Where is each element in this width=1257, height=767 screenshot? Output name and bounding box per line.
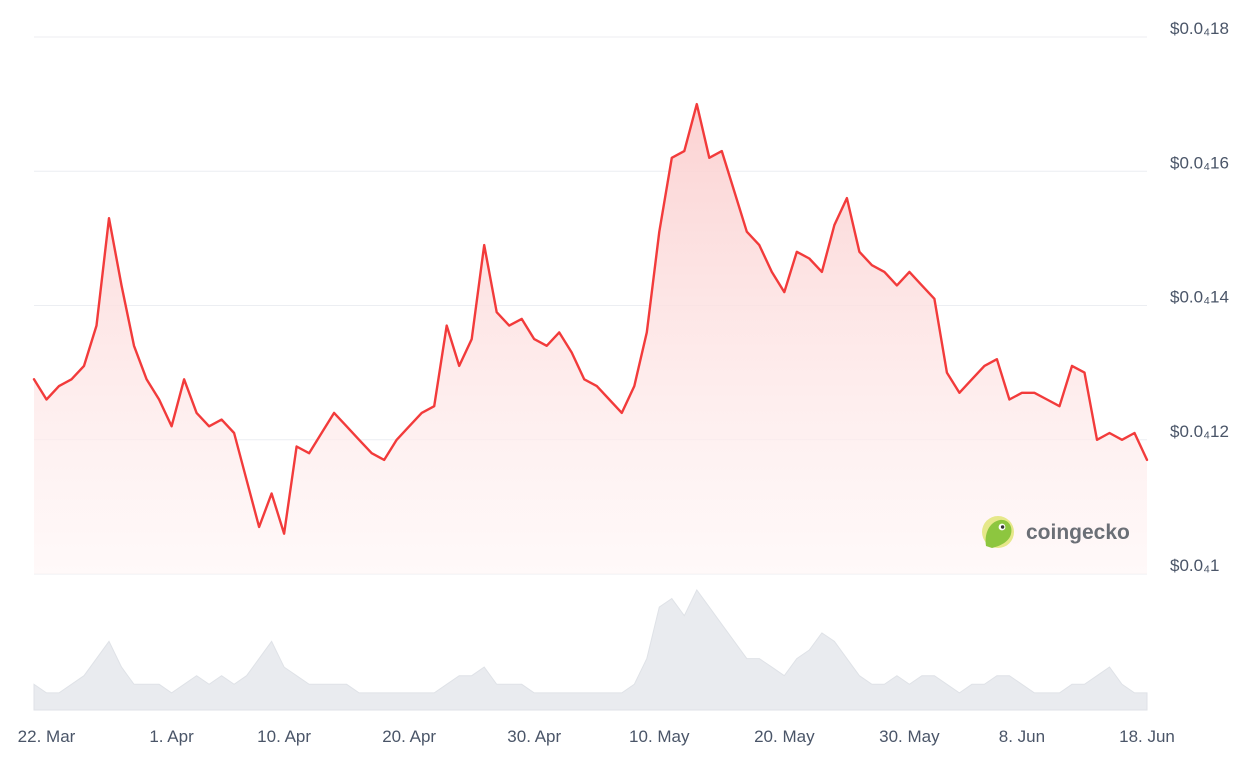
y-tick-label: $0.0₄18 (1170, 19, 1229, 38)
y-tick-label: $0.0₄12 (1170, 422, 1229, 441)
x-tick-label: 30. May (879, 727, 940, 746)
x-tick-label: 10. Apr (257, 727, 311, 746)
x-axis-ticks: 22. Mar 1. Apr 10. Apr 20. Apr 30. Apr 10. Ma… (18, 727, 1175, 746)
x-tick-label: 20. Apr (382, 727, 436, 746)
volume-area (33, 589, 1148, 711)
volume-series (33, 589, 1148, 711)
y-tick-label: $0.0₄14 (1170, 288, 1229, 307)
gecko-logo (982, 516, 1014, 548)
x-tick-label: 10. May (629, 727, 690, 746)
price-area-series (32, 102, 1149, 574)
x-tick-label: 30. Apr (507, 727, 561, 746)
y-tick-label: $0.0₄16 (1170, 153, 1229, 172)
y-tick-label: $0.0₄1 (1170, 556, 1219, 575)
y-axis-ticks: $0.0₄1 $0.0₄12 $0.0₄14 $0.0₄16 $0.0₄18 (1170, 19, 1229, 575)
price-area-fill (34, 104, 1147, 574)
x-tick-label: 8. Jun (999, 727, 1045, 746)
price-line (32, 102, 1149, 535)
watermark-text: coingecko (1026, 521, 1130, 544)
x-tick-label: 22. Mar (18, 727, 76, 746)
x-tick-label: 18. Jun (1119, 727, 1175, 746)
x-tick-label: 20. May (754, 727, 815, 746)
watermark: coingecko (982, 516, 1130, 548)
x-tick-label: 1. Apr (149, 727, 194, 746)
